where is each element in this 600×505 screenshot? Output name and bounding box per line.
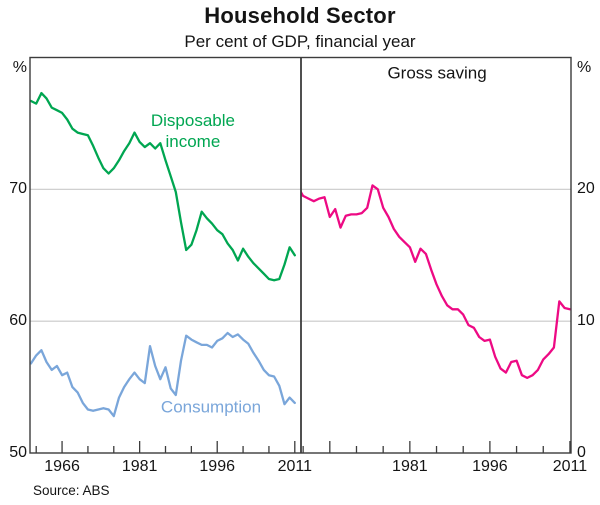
x-axis-label: 1981 [392,458,428,475]
annotation-disposable-income-label: Disposable income [150,111,235,152]
annotation-consumption-label: Consumption [160,397,262,417]
y-axis-label: 10 [577,312,595,330]
x-axis-label: 1981 [121,458,158,475]
x-axis-label: 1996 [472,458,508,475]
source-note: Source: ABS [33,483,110,498]
y-axis-label: 70 [9,180,27,198]
y-axis-label: 0 [577,444,586,461]
series-line-disposable-income [30,91,296,282]
y-axis-unit-label: % [577,59,592,76]
chart-subtitle: Per cent of GDP, financial year [184,32,416,51]
x-axis-label: 1966 [44,458,80,475]
x-axis-label: 2011 [277,458,312,475]
annotation-gross-saving-label: Gross saving [387,63,487,83]
x-axis-label: 2011 [552,458,588,475]
y-axis-label: 20 [577,180,595,198]
y-axis-label: 60 [9,312,27,330]
series-line-consumption [30,331,296,418]
y-axis-label: 50 [9,444,27,461]
x-axis-label: 1996 [199,458,235,475]
chart-title: Household Sector [204,3,396,28]
series-line-gross-saving [301,184,571,380]
y-axis-unit-label: % [12,59,27,76]
